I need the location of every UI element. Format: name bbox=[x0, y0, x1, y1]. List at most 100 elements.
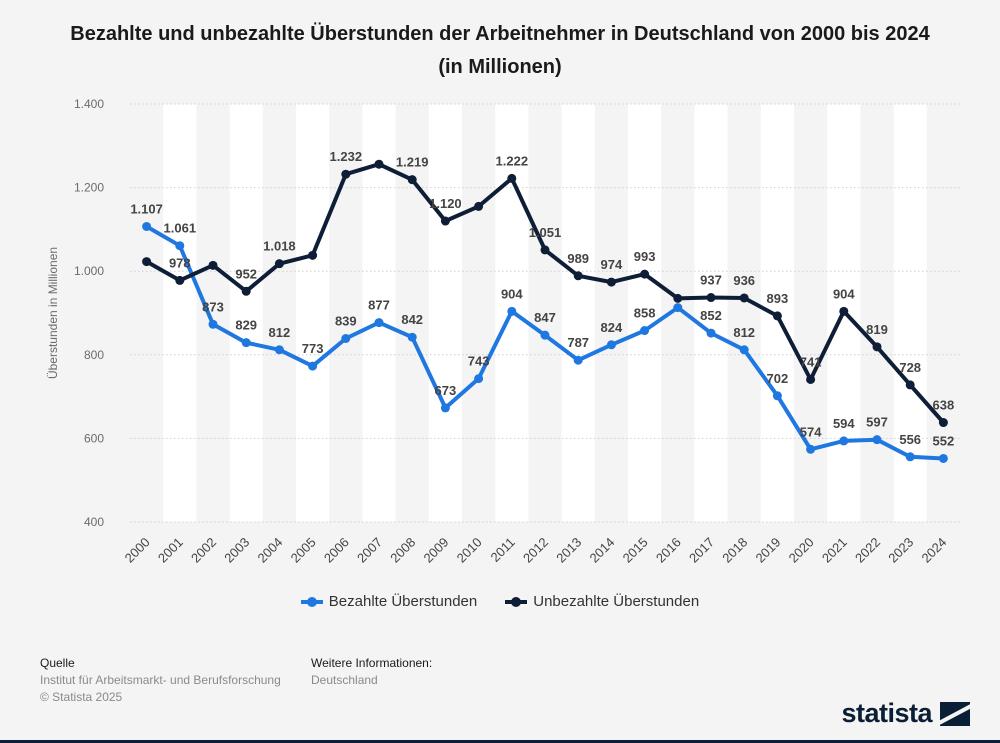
data-label: 1.120 bbox=[429, 196, 462, 211]
data-point bbox=[606, 340, 616, 350]
x-tick-label: 2007 bbox=[354, 535, 385, 566]
data-point bbox=[706, 328, 716, 338]
x-tick-label: 2023 bbox=[885, 535, 916, 566]
band bbox=[163, 104, 197, 522]
data-label: 847 bbox=[534, 310, 556, 325]
data-label: 743 bbox=[468, 354, 490, 369]
data-point bbox=[806, 444, 816, 454]
data-label: 1.219 bbox=[396, 155, 429, 170]
data-label: 1.018 bbox=[263, 239, 296, 254]
data-label: 829 bbox=[235, 318, 257, 333]
y-tick-label: 800 bbox=[84, 348, 104, 362]
data-point bbox=[407, 332, 417, 342]
data-label: 819 bbox=[866, 322, 888, 337]
legend-swatch bbox=[300, 596, 323, 607]
data-point bbox=[374, 318, 384, 328]
data-label: 904 bbox=[833, 286, 855, 301]
data-point bbox=[706, 293, 716, 303]
legend: Bezahlte Überstunden Unbezahlte Überstun… bbox=[0, 593, 1000, 610]
legend-item-bezahlte[interactable]: Bezahlte Überstunden bbox=[300, 593, 477, 610]
y-tick-label: 1.400 bbox=[74, 97, 104, 111]
data-point bbox=[142, 221, 152, 231]
source-name[interactable]: Institut für Arbeitsmarkt- und Berufsfor… bbox=[40, 673, 281, 687]
data-label: 852 bbox=[700, 308, 722, 323]
data-point bbox=[540, 330, 550, 340]
x-tick-label: 2012 bbox=[520, 535, 551, 566]
x-tick-label: 2019 bbox=[752, 535, 783, 566]
legend-item-unbezahlte[interactable]: Unbezahlte Überstunden bbox=[505, 593, 699, 610]
x-tick-label: 2002 bbox=[188, 535, 219, 566]
data-label: 773 bbox=[302, 341, 324, 356]
band bbox=[628, 104, 662, 522]
data-label: 597 bbox=[866, 415, 888, 430]
data-label: 1.051 bbox=[529, 225, 562, 240]
data-point bbox=[573, 355, 583, 365]
statista-logo-icon bbox=[940, 701, 970, 726]
y-axis: 400 600 800 1.000 1.200 1.400 Überstunden in M… bbox=[46, 97, 104, 529]
x-tick-label: 2011 bbox=[488, 535, 518, 565]
background-bands bbox=[163, 104, 927, 522]
series-line bbox=[145, 162, 945, 424]
data-label: 877 bbox=[368, 298, 390, 313]
info-heading: Weitere Informationen: bbox=[311, 656, 433, 670]
data-label: 552 bbox=[933, 433, 955, 448]
data-label: 937 bbox=[700, 273, 722, 288]
data-label: 673 bbox=[435, 383, 457, 398]
data-point bbox=[175, 241, 185, 251]
data-point bbox=[905, 380, 915, 390]
data-point bbox=[341, 333, 351, 343]
data-label: 842 bbox=[401, 312, 423, 327]
data-label: 858 bbox=[634, 306, 656, 321]
data-point bbox=[440, 216, 450, 226]
series-lines bbox=[142, 159, 948, 463]
x-tick-label: 2001 bbox=[155, 535, 186, 566]
data-label: 812 bbox=[733, 325, 755, 340]
data-point bbox=[806, 374, 816, 384]
x-tick-label: 2022 bbox=[852, 535, 883, 566]
y-axis-title: Überstunden in Millionen bbox=[46, 247, 60, 379]
data-point bbox=[872, 342, 882, 352]
x-tick-label: 2010 bbox=[454, 535, 485, 566]
data-label: 989 bbox=[567, 251, 589, 266]
data-point bbox=[573, 271, 583, 281]
x-tick-label: 2024 bbox=[918, 535, 949, 566]
data-label: 839 bbox=[335, 313, 357, 328]
data-label: 974 bbox=[601, 257, 623, 272]
x-tick-label: 2013 bbox=[553, 535, 584, 566]
x-tick-label: 2009 bbox=[420, 535, 451, 566]
x-tick-label: 2004 bbox=[254, 535, 285, 566]
data-label: 574 bbox=[800, 424, 822, 439]
data-label: 1.061 bbox=[164, 221, 197, 236]
x-tick-label: 2008 bbox=[387, 535, 418, 566]
data-point bbox=[374, 159, 384, 169]
data-label: 993 bbox=[634, 249, 656, 264]
y-tick-label: 1.000 bbox=[74, 264, 104, 278]
data-point bbox=[241, 286, 251, 296]
x-tick-label: 2005 bbox=[288, 535, 319, 566]
data-point bbox=[474, 201, 484, 211]
logo-text: statista bbox=[841, 698, 932, 728]
x-tick-label: 2018 bbox=[719, 535, 750, 566]
data-label: 978 bbox=[169, 255, 191, 270]
brand-bar bbox=[0, 740, 1000, 743]
data-point bbox=[208, 260, 218, 270]
data-label: 893 bbox=[767, 291, 789, 306]
data-point bbox=[474, 374, 484, 384]
statista-logo[interactable]: statista bbox=[841, 698, 970, 729]
x-tick-label: 2016 bbox=[653, 535, 684, 566]
band bbox=[561, 104, 595, 522]
data-label: 952 bbox=[235, 266, 257, 281]
legend-swatch bbox=[505, 596, 528, 607]
y-tick-label: 1.200 bbox=[74, 181, 104, 195]
data-point bbox=[175, 275, 185, 285]
copyright: © Statista 2025 bbox=[40, 690, 123, 704]
y-tick-label: 600 bbox=[84, 431, 104, 445]
data-point bbox=[142, 257, 152, 267]
x-tick-label: 2017 bbox=[686, 535, 717, 566]
data-label: 904 bbox=[501, 286, 523, 301]
data-point bbox=[341, 169, 351, 179]
x-tick-label: 2015 bbox=[620, 535, 651, 566]
info-region[interactable]: Deutschland bbox=[311, 673, 378, 687]
series-line bbox=[145, 224, 944, 461]
